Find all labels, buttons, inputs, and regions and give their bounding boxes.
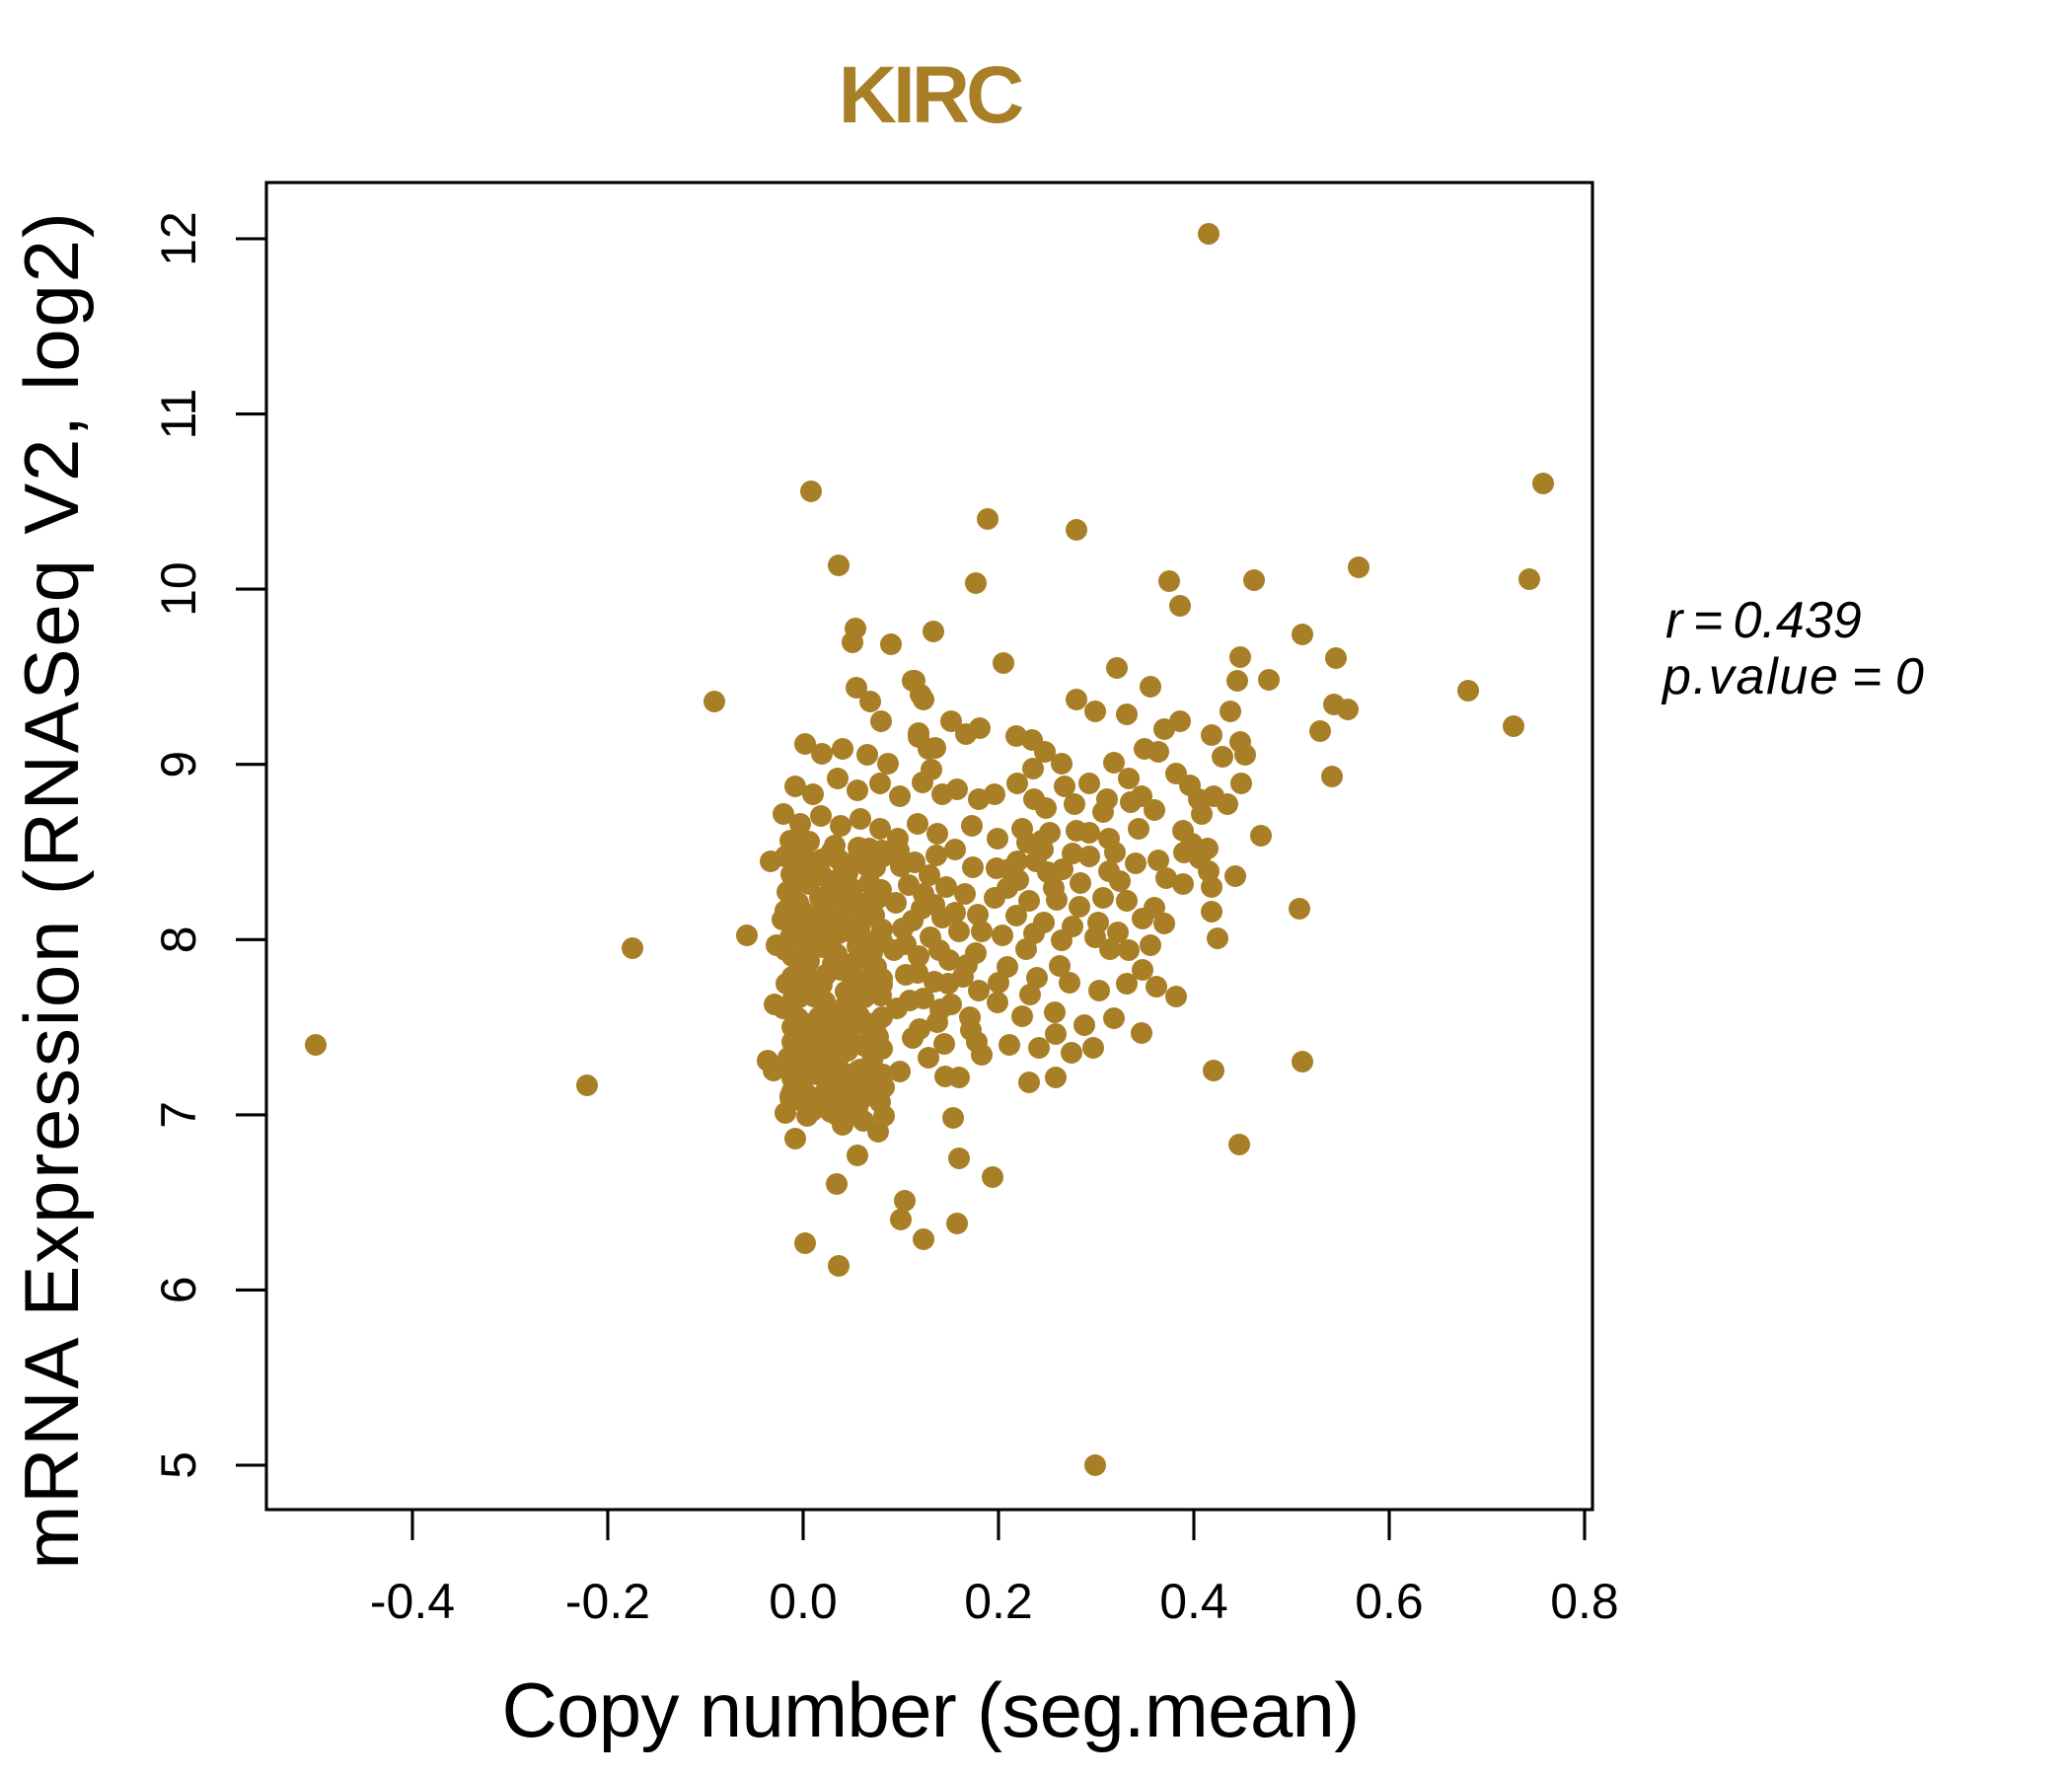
svg-text:-0.2: -0.2	[565, 1574, 650, 1629]
svg-text:0.2: 0.2	[964, 1574, 1033, 1629]
svg-text:r = 0.439: r = 0.439	[1665, 592, 1862, 649]
svg-text:5: 5	[151, 1451, 206, 1479]
svg-text:8: 8	[151, 925, 206, 953]
svg-text:11: 11	[151, 389, 206, 440]
svg-text:Copy number (seg.mean): Copy number (seg.mean)	[502, 1666, 1360, 1753]
svg-text:mRNA Expression (RNASeq V2, lo: mRNA Expression (RNASeq V2, log2)	[8, 210, 95, 1569]
svg-text:10: 10	[151, 561, 206, 617]
svg-text:0.4: 0.4	[1159, 1574, 1228, 1629]
svg-text:-0.4: -0.4	[370, 1574, 455, 1629]
svg-text:0.8: 0.8	[1550, 1574, 1619, 1629]
svg-text:7: 7	[151, 1101, 206, 1129]
svg-text:p.value = 0: p.value = 0	[1661, 648, 1926, 705]
svg-text:12: 12	[151, 211, 206, 266]
svg-text:9: 9	[151, 751, 206, 778]
svg-text:6: 6	[151, 1276, 206, 1303]
svg-text:KIRC: KIRC	[839, 50, 1022, 140]
svg-text:0.0: 0.0	[769, 1574, 838, 1629]
svg-text:0.6: 0.6	[1355, 1574, 1424, 1629]
